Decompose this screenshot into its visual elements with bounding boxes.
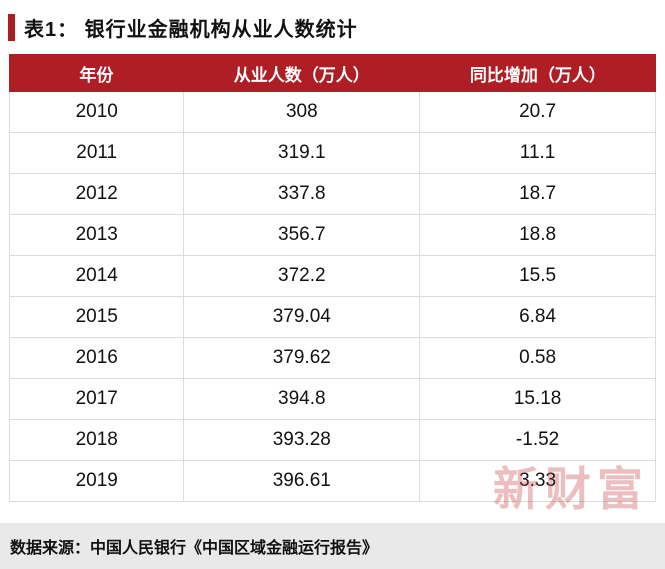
table-row: 2010 308 20.7 [9,92,656,133]
cell-year: 2010 [10,92,185,132]
table-row: 2016 379.62 0.58 [9,338,656,379]
cell-yoy: 15.18 [420,379,656,419]
column-header-employees: 从业人数（万人） [233,65,370,85]
cell-yoy: 18.8 [420,215,656,255]
cell-employees: 379.62 [184,338,421,378]
cell-yoy: 11.1 [420,133,656,173]
table-row: 2012 337.8 18.7 [9,174,656,215]
cell-yoy: 3.33 [420,461,656,501]
cell-employees: 394.8 [184,379,421,419]
cell-year: 2013 [10,215,185,255]
cell-employees: 337.8 [184,174,421,214]
cell-employees: 396.61 [184,461,421,501]
data-table: 年份 从业人数（万人） 同比增加（万人） 2010 308 20.7 2011 … [9,54,656,502]
table-row: 2015 379.04 6.84 [9,297,656,338]
cell-employees: 319.1 [184,133,421,173]
cell-yoy: 20.7 [420,92,656,132]
cell-yoy: 15.5 [420,256,656,296]
cell-year: 2012 [10,174,185,214]
table-row: 2019 396.61 3.33 [9,461,656,502]
table-title: 表1： 银行业金融机构从业人数统计 [24,19,358,41]
cell-year: 2016 [10,338,185,378]
title-accent-bar [8,14,15,41]
table-title-row: 表1： 银行业金融机构从业人数统计 [0,0,665,50]
cell-yoy: 0.58 [420,338,656,378]
cell-yoy: -1.52 [420,420,656,460]
table-header-row: 年份 从业人数（万人） 同比增加（万人） [9,54,656,92]
cell-year: 2014 [10,256,185,296]
cell-employees: 356.7 [184,215,421,255]
cell-year: 2018 [10,420,185,460]
source-note-bar: 数据来源：中国人民银行《中国区域金融运行报告》 [0,523,665,569]
cell-year: 2015 [10,297,185,337]
table-row: 2014 372.2 15.5 [9,256,656,297]
table-row: 2011 319.1 11.1 [9,133,656,174]
table-row: 2013 356.7 18.8 [9,215,656,256]
table-row: 2018 393.28 -1.52 [9,420,656,461]
cell-year: 2011 [10,133,185,173]
cell-employees: 393.28 [184,420,421,460]
cell-yoy: 6.84 [420,297,656,337]
cell-year: 2019 [10,461,185,501]
column-header-yoy: 同比增加（万人） [469,65,606,85]
column-header-year: 年份 [79,65,114,85]
cell-year: 2017 [10,379,185,419]
cell-employees: 372.2 [184,256,421,296]
table-row: 2017 394.8 15.18 [9,379,656,420]
source-note-text: 数据来源：中国人民银行《中国区域金融运行报告》 [10,540,379,557]
cell-yoy: 18.7 [420,174,656,214]
cell-employees: 379.04 [184,297,421,337]
cell-employees: 308 [184,92,421,132]
